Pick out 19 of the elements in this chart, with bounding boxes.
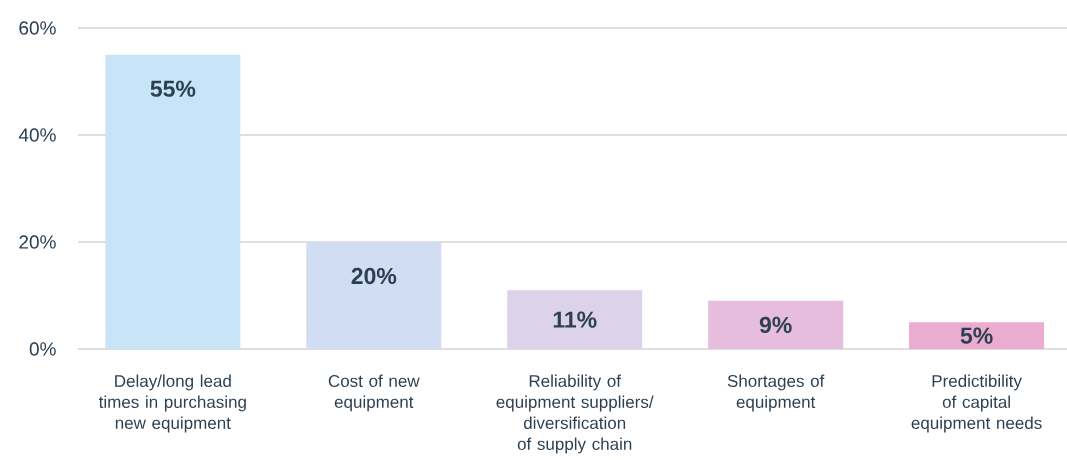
x-tick-label: Predictibility of capital equipment needs bbox=[911, 374, 1042, 433]
y-tick-label: 0% bbox=[29, 342, 56, 356]
bar bbox=[306, 242, 442, 349]
x-tick-label: Shortages of equipment bbox=[727, 374, 825, 412]
x-tick-label: Reliability of equipment suppliers/ diversification of supply chain bbox=[496, 374, 654, 454]
bar bbox=[507, 290, 643, 349]
x-tick-label: Cost of new equipment bbox=[328, 374, 420, 412]
y-tick-label: 20% bbox=[19, 235, 56, 249]
x-tick-label: Delay/long lead times in purchasing new equipment bbox=[98, 374, 246, 433]
y-tick-label: 60% bbox=[19, 21, 56, 35]
data-label: 20% bbox=[351, 267, 397, 285]
data-label: 9% bbox=[759, 316, 792, 334]
bar bbox=[909, 322, 1045, 349]
y-tick-label: 40% bbox=[18, 128, 56, 142]
bar bbox=[105, 54, 241, 349]
data-label: 55% bbox=[150, 80, 196, 97]
bar bbox=[708, 300, 844, 349]
data-label: 11% bbox=[553, 311, 597, 328]
data-label: 5% bbox=[960, 327, 993, 344]
